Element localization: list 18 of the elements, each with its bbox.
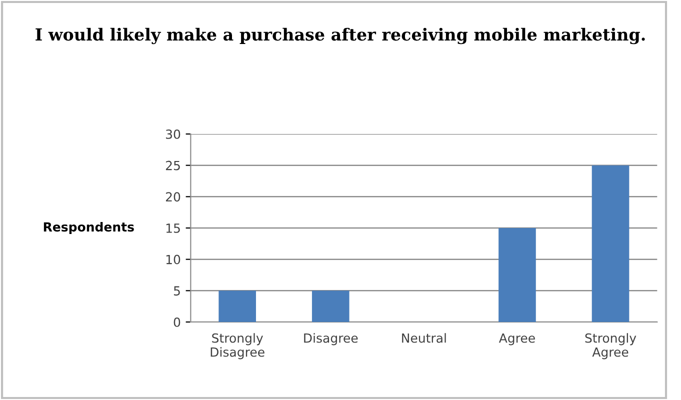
x-tick-label: Strongly Agree [585,333,636,360]
bar [218,290,256,322]
y-tick-label: 30 [166,129,180,139]
y-tick-label: 10 [166,254,180,264]
y-tick-label: 25 [166,160,180,170]
bar [312,290,350,322]
bar [498,228,536,322]
chart-title: I would likely make a purchase after receiving mobile marketing. [36,28,645,44]
x-tick-label: Disagree [304,333,358,346]
x-tick-label: Strongly Disagree [210,333,264,360]
x-tick-label: Neutral [402,333,446,343]
x-tick-label: Agree [498,333,535,346]
y-axis-title: Respondents [44,222,134,234]
y-tick-label: 20 [166,192,180,202]
y-tick-label: 15 [166,224,180,233]
y-tick-label: 5 [174,286,180,296]
y-tick-label: 0 [174,317,180,327]
bar [592,165,630,322]
